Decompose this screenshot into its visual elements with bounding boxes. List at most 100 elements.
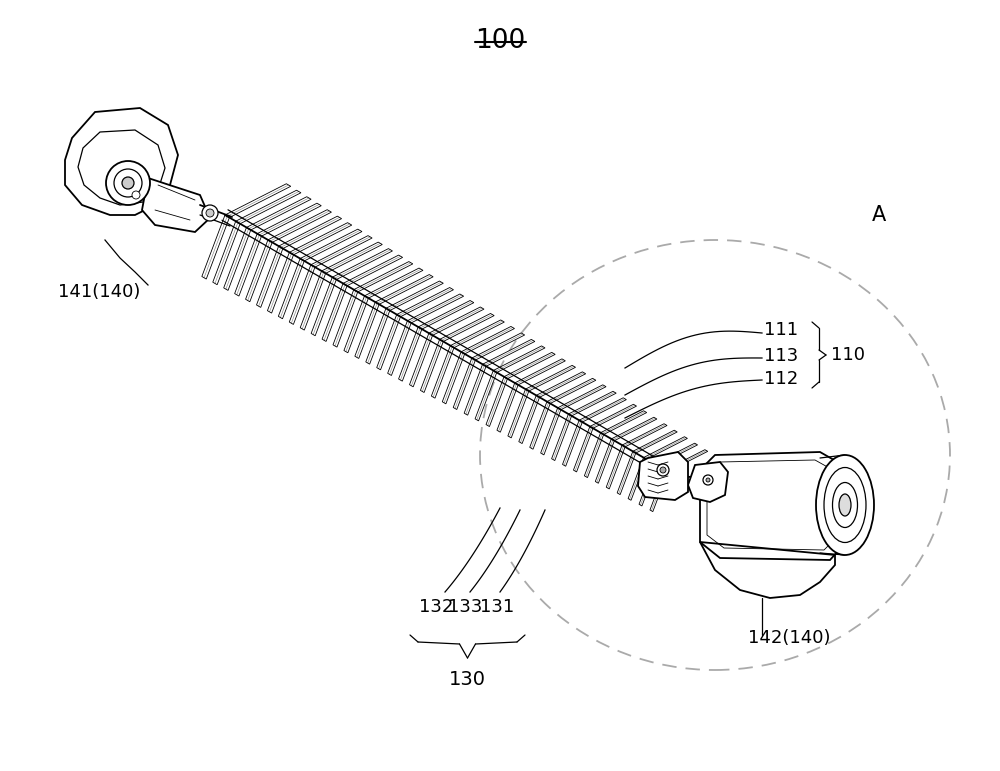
- Polygon shape: [486, 377, 507, 426]
- Polygon shape: [497, 383, 518, 433]
- Polygon shape: [563, 420, 582, 466]
- Polygon shape: [224, 227, 251, 291]
- Polygon shape: [606, 445, 625, 489]
- Polygon shape: [256, 246, 283, 308]
- Polygon shape: [429, 307, 484, 335]
- Circle shape: [202, 205, 218, 221]
- Polygon shape: [442, 352, 465, 404]
- Polygon shape: [431, 345, 454, 398]
- Polygon shape: [386, 281, 443, 311]
- Text: 100: 100: [475, 28, 525, 54]
- Polygon shape: [504, 352, 555, 379]
- Circle shape: [122, 177, 134, 189]
- Polygon shape: [311, 236, 372, 267]
- Circle shape: [660, 467, 666, 473]
- Polygon shape: [665, 449, 708, 472]
- Polygon shape: [453, 358, 475, 409]
- Polygon shape: [225, 183, 291, 217]
- Polygon shape: [584, 433, 604, 477]
- Polygon shape: [633, 430, 677, 453]
- Polygon shape: [375, 274, 433, 305]
- Polygon shape: [418, 301, 474, 329]
- Polygon shape: [644, 436, 687, 460]
- Polygon shape: [354, 261, 413, 292]
- Text: 113: 113: [764, 347, 798, 365]
- Polygon shape: [267, 252, 294, 313]
- Polygon shape: [236, 190, 301, 224]
- Polygon shape: [515, 359, 565, 385]
- Ellipse shape: [832, 483, 858, 527]
- Circle shape: [106, 161, 150, 205]
- Polygon shape: [366, 308, 390, 364]
- Polygon shape: [573, 426, 593, 472]
- Polygon shape: [343, 255, 403, 286]
- Text: 133: 133: [448, 598, 482, 616]
- Polygon shape: [78, 130, 165, 205]
- Polygon shape: [590, 404, 637, 428]
- Polygon shape: [530, 402, 550, 449]
- Ellipse shape: [839, 494, 851, 516]
- Text: 111: 111: [764, 321, 798, 339]
- Polygon shape: [333, 290, 358, 347]
- Polygon shape: [246, 240, 272, 301]
- Polygon shape: [547, 379, 596, 403]
- Polygon shape: [235, 234, 261, 296]
- Polygon shape: [142, 178, 210, 232]
- Polygon shape: [399, 327, 422, 381]
- Polygon shape: [407, 294, 464, 323]
- Polygon shape: [213, 221, 240, 284]
- Polygon shape: [332, 248, 392, 280]
- Polygon shape: [622, 424, 667, 447]
- Text: 112: 112: [764, 370, 798, 388]
- Polygon shape: [440, 314, 494, 342]
- Polygon shape: [558, 385, 606, 409]
- Polygon shape: [493, 346, 545, 372]
- Polygon shape: [552, 414, 572, 460]
- Polygon shape: [450, 320, 504, 348]
- Polygon shape: [483, 339, 535, 366]
- Polygon shape: [688, 462, 728, 502]
- Polygon shape: [322, 242, 382, 274]
- Polygon shape: [568, 392, 616, 416]
- Text: 110: 110: [831, 346, 865, 364]
- Polygon shape: [595, 439, 614, 483]
- Polygon shape: [654, 443, 698, 466]
- Polygon shape: [344, 296, 368, 353]
- Polygon shape: [525, 365, 576, 391]
- Polygon shape: [397, 288, 453, 317]
- Polygon shape: [650, 470, 668, 512]
- Polygon shape: [257, 204, 321, 236]
- Circle shape: [132, 191, 140, 199]
- Circle shape: [206, 209, 214, 217]
- Polygon shape: [461, 326, 515, 354]
- Polygon shape: [268, 210, 331, 242]
- Text: 131: 131: [480, 598, 514, 616]
- Polygon shape: [541, 408, 561, 455]
- Polygon shape: [365, 268, 423, 298]
- Polygon shape: [289, 223, 352, 254]
- Polygon shape: [579, 398, 626, 422]
- Ellipse shape: [824, 467, 866, 543]
- Polygon shape: [519, 396, 540, 443]
- Text: A: A: [872, 205, 886, 225]
- Polygon shape: [202, 215, 229, 279]
- Polygon shape: [279, 216, 342, 248]
- Text: 130: 130: [449, 670, 486, 689]
- Circle shape: [657, 464, 669, 476]
- Polygon shape: [536, 372, 586, 397]
- Circle shape: [703, 475, 713, 485]
- Polygon shape: [355, 302, 379, 359]
- Polygon shape: [289, 264, 315, 325]
- Polygon shape: [388, 321, 411, 375]
- Polygon shape: [611, 417, 657, 441]
- Polygon shape: [638, 452, 688, 500]
- Polygon shape: [278, 258, 304, 318]
- Polygon shape: [377, 315, 401, 370]
- Polygon shape: [508, 389, 529, 438]
- Polygon shape: [464, 364, 486, 416]
- Text: 142(140): 142(140): [748, 629, 830, 647]
- Polygon shape: [639, 464, 657, 506]
- Circle shape: [114, 169, 142, 197]
- Text: 141(140): 141(140): [58, 283, 140, 301]
- Polygon shape: [475, 371, 497, 421]
